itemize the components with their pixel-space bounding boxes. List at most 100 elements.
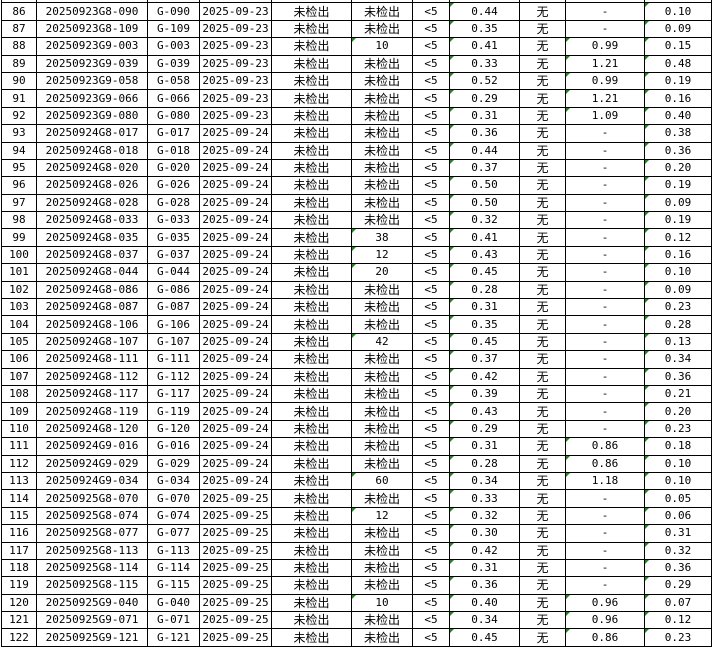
cell-result-a[interactable]: 未检出 (271, 350, 352, 369)
cell-result-c[interactable]: <5 (412, 419, 450, 439)
cell-result-e[interactable]: 无 (519, 124, 566, 143)
cell-result-c[interactable]: <5 (412, 454, 450, 473)
cell-result-e[interactable]: 无 (519, 332, 566, 352)
cell-sample-id[interactable]: 20250925G9-121 (36, 628, 148, 647)
cell-value-g[interactable]: 0.40 (644, 106, 712, 126)
cell-value-f[interactable]: 1.21 (565, 89, 645, 108)
cell-row-number[interactable]: 121 (1, 611, 37, 630)
cell-value-d[interactable]: 0.42 (449, 541, 520, 560)
cell-sample-id[interactable]: 20250924G8-026 (36, 176, 148, 195)
cell-date[interactable]: 2025-09-24 (199, 350, 272, 369)
cell-row-number[interactable]: 118 (1, 558, 37, 578)
cell-value-f[interactable]: - (565, 141, 645, 160)
cell-result-c[interactable]: <5 (412, 350, 450, 369)
cell-result-a[interactable]: 未检出 (271, 558, 352, 578)
cell-value-d[interactable]: 0.44 (449, 2, 520, 21)
cell-value-f[interactable]: 0.86 (565, 454, 645, 473)
cell-value-d[interactable]: 0.32 (449, 211, 520, 230)
cell-date[interactable]: 2025-09-24 (199, 298, 272, 317)
cell-result-b[interactable]: 未检出 (351, 158, 413, 178)
cell-result-b[interactable]: 10 (351, 593, 413, 613)
cell-value-g[interactable]: 0.32 (644, 541, 712, 560)
cell-result-a[interactable]: 未检出 (271, 315, 352, 334)
cell-result-a[interactable]: 未检出 (271, 245, 352, 265)
cell-date[interactable]: 2025-09-24 (199, 437, 272, 456)
cell-sample-code[interactable]: G-029 (147, 454, 200, 473)
cell-sample-id[interactable]: 20250925G8-113 (36, 541, 148, 560)
cell-row-number[interactable]: 92 (1, 106, 37, 126)
cell-result-c[interactable]: <5 (412, 506, 450, 526)
cell-result-e[interactable]: 无 (519, 158, 566, 178)
cell-value-f[interactable]: - (565, 576, 645, 595)
cell-value-d[interactable]: 0.41 (449, 37, 520, 56)
cell-value-f[interactable]: - (565, 419, 645, 439)
cell-result-c[interactable]: <5 (412, 315, 450, 334)
cell-result-e[interactable]: 无 (519, 384, 566, 404)
cell-value-d[interactable]: 0.41 (449, 228, 520, 247)
cell-value-g[interactable]: 0.48 (644, 54, 712, 73)
cell-result-e[interactable]: 无 (519, 454, 566, 473)
cell-sample-id[interactable]: 20250923G8-090 (36, 2, 148, 21)
cell-value-g[interactable]: 0.16 (644, 89, 712, 108)
cell-value-g[interactable]: 0.13 (644, 332, 712, 352)
cell-value-g[interactable]: 0.19 (644, 176, 712, 195)
cell-result-e[interactable]: 无 (519, 19, 566, 39)
cell-sample-code[interactable]: G-114 (147, 558, 200, 578)
cell-value-d[interactable]: 0.40 (449, 593, 520, 613)
cell-date[interactable]: 2025-09-23 (199, 54, 272, 73)
cell-result-a[interactable]: 未检出 (271, 576, 352, 595)
cell-value-d[interactable]: 0.28 (449, 454, 520, 473)
cell-value-g[interactable]: 0.10 (644, 2, 712, 21)
cell-row-number[interactable]: 119 (1, 576, 37, 595)
cell-value-d[interactable]: 0.45 (449, 332, 520, 352)
cell-result-b[interactable]: 未检出 (351, 211, 413, 230)
cell-result-b[interactable]: 未检出 (351, 524, 413, 543)
cell-row-number[interactable]: 87 (1, 19, 37, 39)
cell-sample-code[interactable]: G-107 (147, 332, 200, 352)
cell-value-f[interactable]: - (565, 124, 645, 143)
cell-value-d[interactable]: 0.37 (449, 158, 520, 178)
cell-value-d[interactable]: 0.43 (449, 245, 520, 265)
cell-result-a[interactable]: 未检出 (271, 454, 352, 473)
cell-result-b[interactable]: 未检出 (351, 628, 413, 647)
cell-sample-id[interactable]: 20250925G9-071 (36, 611, 148, 630)
cell-sample-id[interactable]: 20250924G8-037 (36, 245, 148, 265)
cell-result-b[interactable]: 未检出 (351, 611, 413, 630)
cell-sample-code[interactable]: G-035 (147, 228, 200, 247)
cell-date[interactable]: 2025-09-25 (199, 593, 272, 613)
cell-sample-code[interactable]: G-034 (147, 471, 200, 491)
cell-result-a[interactable]: 未检出 (271, 71, 352, 91)
cell-sample-code[interactable]: G-020 (147, 158, 200, 178)
cell-result-a[interactable]: 未检出 (271, 419, 352, 439)
cell-result-a[interactable]: 未检出 (271, 280, 352, 300)
cell-result-e[interactable]: 无 (519, 315, 566, 334)
cell-result-c[interactable]: <5 (412, 558, 450, 578)
cell-result-c[interactable]: <5 (412, 471, 450, 491)
cell-result-b[interactable]: 未检出 (351, 437, 413, 456)
cell-row-number[interactable]: 102 (1, 280, 37, 300)
cell-sample-code[interactable]: G-070 (147, 489, 200, 508)
cell-value-f[interactable]: 0.86 (565, 628, 645, 647)
cell-value-d[interactable]: 0.34 (449, 611, 520, 630)
cell-row-number[interactable]: 100 (1, 245, 37, 265)
cell-sample-code[interactable]: G-039 (147, 54, 200, 73)
cell-sample-id[interactable]: 20250924G9-034 (36, 471, 148, 491)
cell-result-c[interactable]: <5 (412, 611, 450, 630)
cell-result-b[interactable]: 未检出 (351, 541, 413, 560)
cell-result-e[interactable]: 无 (519, 437, 566, 456)
cell-sample-id[interactable]: 20250925G8-114 (36, 558, 148, 578)
cell-result-c[interactable]: <5 (412, 106, 450, 126)
cell-value-d[interactable]: 0.45 (449, 628, 520, 647)
cell-result-e[interactable]: 无 (519, 541, 566, 560)
cell-sample-code[interactable]: G-040 (147, 593, 200, 613)
cell-result-c[interactable]: <5 (412, 2, 450, 21)
cell-result-a[interactable]: 未检出 (271, 402, 352, 421)
cell-row-number[interactable]: 113 (1, 471, 37, 491)
cell-value-d[interactable]: 0.50 (449, 176, 520, 195)
cell-result-b[interactable]: 38 (351, 228, 413, 247)
cell-sample-code[interactable]: G-037 (147, 245, 200, 265)
cell-date[interactable]: 2025-09-24 (199, 141, 272, 160)
cell-value-g[interactable]: 0.19 (644, 211, 712, 230)
cell-sample-id[interactable]: 20250924G8-111 (36, 350, 148, 369)
cell-row-number[interactable]: 90 (1, 71, 37, 91)
